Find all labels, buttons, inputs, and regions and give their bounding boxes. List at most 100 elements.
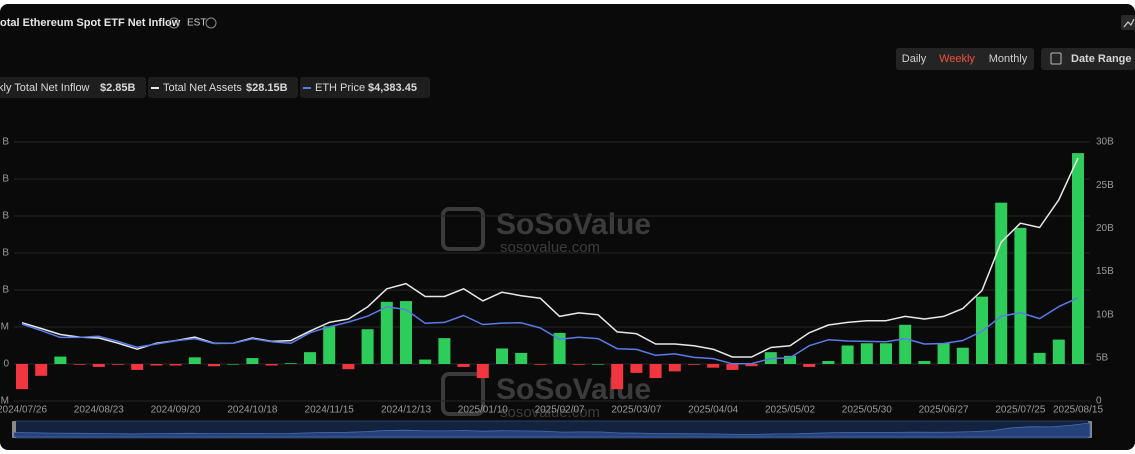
y-tick-label: B (2, 285, 9, 296)
bar (476, 364, 489, 379)
bar (899, 324, 912, 364)
date-range-label: Date Range (1071, 53, 1132, 65)
bar (265, 364, 278, 366)
x-tick-label: 2024/09/20 (151, 405, 201, 416)
info-icon[interactable] (168, 17, 180, 29)
y2-tick-label: 5B (1096, 352, 1109, 363)
y2-tick-label: 15B (1096, 266, 1114, 277)
bar (803, 364, 816, 367)
bar (592, 364, 604, 365)
legend-value: $28.15B (246, 82, 288, 94)
period-button[interactable]: Daily (902, 53, 927, 65)
bar (169, 364, 182, 366)
y-tick-label: 0 (3, 359, 9, 370)
x-tick-label: 2025/04/04 (688, 405, 738, 416)
watermark-brand: SoSoValue (496, 373, 651, 406)
x-tick-label: 2025/03/07 (611, 405, 661, 416)
period-button[interactable]: Weekly (939, 53, 975, 65)
line (21, 157, 1079, 358)
bar (35, 364, 48, 376)
bar (880, 343, 892, 364)
chart-title: otal Ethereum Spot ETF Net Inflow (0, 17, 181, 29)
bar (496, 348, 508, 364)
legend-chip[interactable] (148, 77, 298, 98)
bar (611, 364, 624, 390)
watermark-url: sosovalue.com (500, 239, 600, 256)
x-tick-label: 2025/05/30 (842, 405, 892, 416)
y-tick-label: B (2, 211, 9, 222)
bar (131, 364, 144, 370)
bar (649, 364, 662, 379)
bar (668, 364, 681, 372)
legend-label: kly Total Net Inflow (0, 82, 90, 94)
y2-tick-label: 25B (1096, 180, 1114, 191)
bar (361, 329, 374, 364)
legend-chip[interactable] (0, 77, 146, 98)
y-tick-label: B (2, 174, 9, 185)
bar (841, 345, 854, 364)
x-tick-label: 2025/02/07 (535, 405, 585, 416)
legend-value: $4,383.45 (368, 82, 417, 94)
bar (937, 343, 950, 364)
bar (630, 364, 643, 373)
bar (822, 361, 835, 364)
x-tick-label: 2025/07/25 (995, 405, 1045, 416)
line (21, 297, 1079, 365)
x-tick-label: 2025/05/02 (765, 405, 815, 416)
bar (380, 301, 393, 364)
x-tick-label: 2025/08/15 (1053, 405, 1103, 416)
watermark-url: sosovalue.com (500, 404, 600, 421)
period-switch (896, 48, 1034, 70)
chart-icon-glyph (1123, 18, 1135, 28)
y-tick-label: B (2, 248, 9, 259)
bar (534, 364, 547, 365)
legend-value: $2.85B (100, 82, 136, 94)
bar (304, 352, 316, 364)
bar (745, 364, 758, 367)
y-tick-label: M (1, 396, 9, 407)
bar (553, 332, 566, 364)
legend-label: ETH Price (315, 82, 365, 94)
bar (956, 347, 969, 364)
bar (16, 364, 28, 390)
bar (726, 364, 739, 370)
watermark-brand: SoSoValue (496, 208, 651, 241)
bar (515, 352, 528, 364)
navigator-area (13, 422, 1091, 438)
bar (112, 364, 124, 365)
bar (707, 364, 720, 368)
timezone: EST (187, 18, 206, 29)
bar (918, 361, 931, 364)
period-button[interactable]: Monthly (989, 53, 1028, 65)
legend-chip[interactable] (300, 77, 430, 98)
x-tick-label: 2024/08/23 (74, 405, 124, 416)
bar (457, 364, 470, 367)
legend-label: Total Net Assets (163, 82, 242, 94)
watermark-logo (441, 372, 485, 416)
bar (688, 364, 700, 365)
bar (1033, 352, 1046, 364)
y2-tick-label: 10B (1096, 309, 1114, 320)
y2-tick-label: 0 (1096, 396, 1102, 407)
x-tick-label: 2025/06/27 (919, 405, 969, 416)
bar (572, 364, 585, 365)
date-range-button[interactable] (1041, 48, 1135, 70)
bar (227, 364, 240, 365)
bar (92, 364, 105, 367)
bar (1052, 339, 1065, 364)
bar (784, 355, 796, 364)
panel (0, 4, 1135, 450)
bar (419, 359, 432, 364)
info-icon[interactable] (205, 17, 217, 29)
watermark: SoSoValue sosovalue.com SoSoValue sosova… (441, 207, 651, 421)
plot-area: B B B B B M 0 M 30B 25B 20B 15B 10B 5B 0 2024/07/26 2024… (0, 137, 1114, 416)
bar (150, 364, 163, 366)
y2-tick-label: 30B (1096, 137, 1114, 148)
bar (54, 356, 67, 364)
bar (1014, 227, 1027, 364)
bar (73, 364, 86, 365)
bar (342, 364, 355, 370)
bar (323, 326, 336, 364)
